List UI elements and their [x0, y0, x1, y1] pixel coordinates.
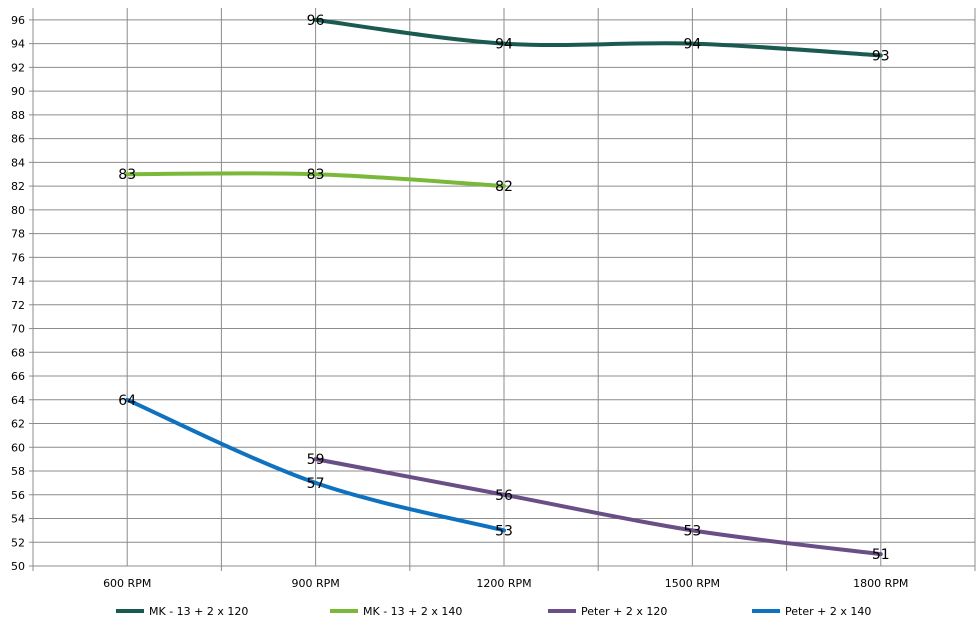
y-tick-label: 96: [11, 14, 25, 27]
y-tick-label: 68: [11, 346, 25, 359]
data-label: 96: [307, 13, 325, 29]
data-label: 94: [495, 37, 513, 53]
y-tick-label: 80: [11, 204, 25, 217]
legend-label-3: Peter + 2 x 120: [581, 605, 667, 618]
y-tick-label: 62: [11, 418, 25, 431]
data-label: 93: [872, 48, 890, 64]
y-tick-label: 60: [11, 441, 25, 454]
data-label: 82: [495, 179, 513, 195]
data-label: 53: [495, 523, 513, 539]
x-tick-label: 600 RPM: [103, 577, 151, 590]
data-label: 94: [683, 37, 701, 53]
data-label: 53: [683, 523, 701, 539]
legend-label-4: Peter + 2 x 140: [785, 605, 871, 618]
series-line-3: [313, 457, 883, 557]
data-label: 57: [307, 476, 325, 492]
series-line-4: [125, 397, 506, 533]
y-tick-label: 88: [11, 109, 25, 122]
data-labels: 96 94 94 93 83 83 82 59 56 53 51 64 57 53: [118, 13, 889, 563]
y-tick-label: 94: [11, 38, 25, 51]
y-tick-label: 70: [11, 323, 25, 336]
x-axis-ticks: 600 RPM 900 RPM 1200 RPM 1500 RPM 1800 RPM: [32, 566, 976, 590]
y-tick-label: 78: [11, 228, 25, 241]
y-tick-label: 86: [11, 133, 25, 146]
y-axis-ticks: 50 52 54 56 58 60 62 64 66 68 70 72 74 76 78 80 82 84 86 88…: [11, 14, 33, 573]
legend-label-2: MK - 13 + 2 x 140: [363, 605, 462, 618]
series-lines: [125, 17, 883, 557]
gridlines: [33, 8, 976, 566]
x-tick-label: 1800 RPM: [853, 577, 908, 590]
y-tick-label: 54: [11, 513, 25, 526]
data-label: 64: [118, 393, 136, 409]
y-tick-label: 52: [11, 536, 25, 549]
y-tick-label: 50: [11, 560, 25, 573]
axes: [32, 8, 975, 567]
data-label: 59: [307, 452, 325, 468]
y-tick-label: 64: [11, 394, 25, 407]
series-line-1: [313, 17, 883, 58]
y-tick-label: 90: [11, 85, 25, 98]
x-tick-label: 1500 RPM: [665, 577, 720, 590]
y-tick-label: 56: [11, 489, 25, 502]
x-tick-label: 1200 RPM: [476, 577, 531, 590]
y-tick-label: 72: [11, 299, 25, 312]
y-tick-label: 76: [11, 251, 25, 264]
legend: MK - 13 + 2 x 120 MK - 13 + 2 x 140 Peter …: [116, 605, 871, 618]
data-label: 83: [307, 167, 325, 183]
y-tick-label: 92: [11, 61, 25, 74]
y-tick-label: 84: [11, 156, 25, 169]
y-tick-label: 58: [11, 465, 25, 478]
y-tick-label: 66: [11, 370, 25, 383]
y-tick-label: 74: [11, 275, 25, 288]
y-tick-label: 82: [11, 180, 25, 193]
data-label: 83: [118, 167, 136, 183]
x-tick-label: 900 RPM: [291, 577, 339, 590]
data-label: 56: [495, 488, 513, 504]
series-line-2: [125, 171, 506, 189]
data-label: 51: [872, 547, 890, 563]
legend-label-1: MK - 13 + 2 x 120: [149, 605, 248, 618]
